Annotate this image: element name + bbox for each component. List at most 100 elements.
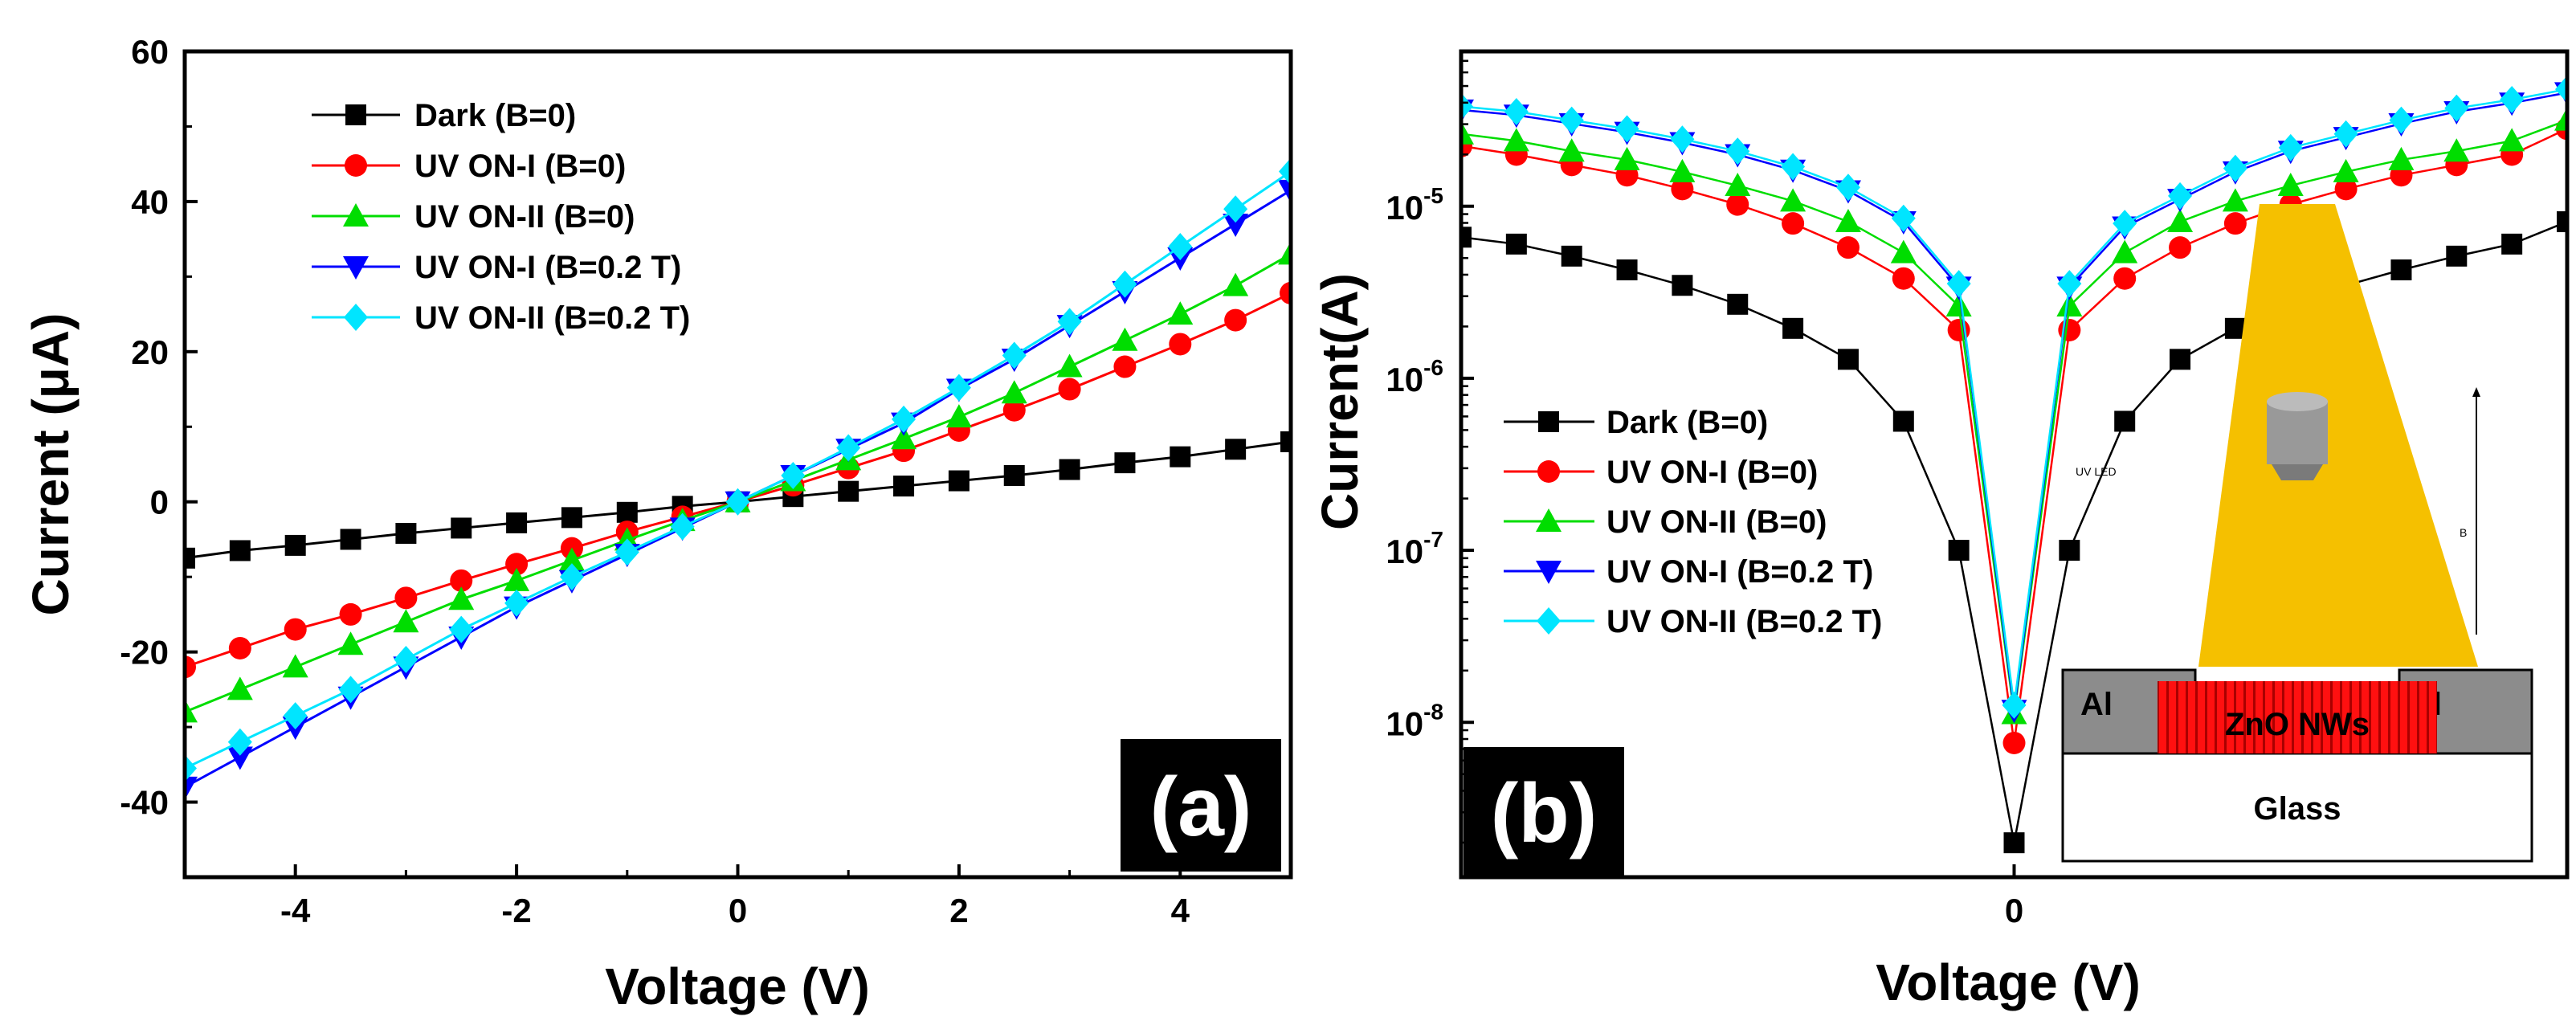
panel-a-point — [395, 522, 417, 544]
panel-b-point — [1946, 270, 1971, 298]
panel-a-point — [1223, 195, 1248, 223]
panel-a-point — [1167, 301, 1194, 325]
panel-a-point — [227, 676, 253, 700]
panel-a-point — [185, 699, 198, 723]
panel-b-point — [1782, 212, 1805, 235]
panel-a-point — [893, 476, 915, 497]
panel-a-point — [558, 547, 585, 571]
panel-b-point — [2390, 259, 2412, 280]
panel-b-legend-label: UV ON-I (B=0.2 T) — [1606, 554, 1873, 590]
panel-b-series-4 — [1461, 76, 2567, 719]
panel-a-point — [1112, 270, 1137, 298]
panel-b-point — [2168, 182, 2193, 210]
panel-b-point — [1892, 410, 1914, 432]
panel-b-xtick-label: 0 — [2005, 892, 2023, 929]
panel-a-point — [670, 512, 695, 541]
panel-a-legend-label: Dark (B=0) — [414, 98, 576, 133]
panel-b-legend-marker — [1536, 561, 1562, 584]
panel-b-point — [1505, 233, 1527, 255]
panel-b-point — [1461, 120, 1474, 145]
panel-b-point — [2223, 212, 2247, 235]
panel-a-point — [946, 374, 971, 402]
panel-a-point — [450, 569, 473, 592]
panel-a-point — [506, 512, 528, 533]
panel-a-point — [339, 602, 362, 626]
panel-a-point — [1112, 327, 1138, 351]
panel-b-point — [1615, 115, 1639, 143]
panel-a-point — [185, 776, 198, 800]
panel-a-point — [892, 405, 917, 433]
panel-b-point — [2169, 236, 2192, 259]
panel-a-point — [504, 567, 530, 591]
panel-a-point — [1056, 353, 1083, 378]
panel-a-point — [1002, 398, 1026, 422]
panel-a-point — [1224, 308, 1247, 332]
panel-a-point — [616, 501, 638, 523]
panel-a-point — [337, 631, 364, 655]
panel-a-point — [1002, 341, 1027, 370]
panel-b-point — [1669, 158, 1696, 182]
panel-b-legend-label: Dark (B=0) — [1606, 405, 1768, 440]
panel-b-point — [2389, 106, 2414, 134]
panel-b-point — [1461, 92, 1473, 120]
panel-a-point — [614, 538, 639, 566]
panel-b-legend-label: UV ON-I (B=0) — [1606, 455, 1818, 490]
panel-a-point — [948, 470, 970, 492]
panel-b-point — [2223, 154, 2247, 182]
panel-b-point — [1891, 204, 1916, 232]
glass-label: Glass — [2254, 791, 2341, 827]
panel-b-legend-marker — [1537, 607, 1561, 635]
panel-a-point — [227, 746, 253, 770]
uv-led-tip — [2272, 464, 2323, 480]
panel-a-point — [185, 754, 197, 782]
panel-b-point — [2113, 267, 2137, 290]
panel-b-point — [2555, 76, 2567, 104]
panel-b-point — [2334, 178, 2358, 201]
panel-b-point — [2002, 691, 2027, 719]
panel-b-point — [1892, 267, 1915, 290]
panel-a-label-box — [1121, 739, 1281, 872]
panel-a-point — [284, 534, 306, 556]
panel-b-series-0 — [1461, 211, 2567, 854]
panel-b-point — [2333, 120, 2358, 148]
panel-b-legend-marker — [1538, 411, 1559, 432]
device-schematic-inset: Glass Al Al ZnO NWs UV LED B — [2061, 204, 2533, 863]
panel-a-point — [561, 507, 582, 529]
panel-a-ytick-label: -40 — [120, 784, 169, 822]
panel-b-ytick-label: 10-6 — [1386, 355, 1443, 398]
panel-a-point — [1225, 439, 1247, 460]
panel-a-xtick-label: 0 — [729, 892, 747, 929]
panel-b-legend-label: UV ON-II (B=0.2 T) — [1606, 604, 1882, 639]
panel-a-point — [449, 615, 474, 643]
panel-a-point — [505, 553, 529, 576]
panel-a-ytick-label: 40 — [131, 183, 169, 221]
panel-a-point — [1059, 459, 1080, 480]
panel-b-point — [2057, 270, 2082, 298]
panel-b-point — [1945, 292, 1972, 316]
panel-b-label-box — [1464, 747, 1624, 876]
panel-b-point — [1890, 239, 1917, 263]
panel-a-series-1 — [185, 281, 1291, 679]
panel-a-point — [1223, 272, 1249, 296]
panel-a-point — [1114, 452, 1136, 474]
panel-a-point — [1001, 380, 1027, 404]
panel-a-point — [394, 586, 418, 610]
panel-b-point — [1727, 293, 1749, 315]
panel-b-point — [2059, 540, 2080, 561]
panel-a-legend-label: UV ON-I (B=0.2 T) — [414, 250, 681, 285]
panel-a-point — [1280, 431, 1291, 452]
panel-b-point — [1781, 153, 1806, 181]
panel-a-point — [1278, 241, 1291, 265]
panel-b-point — [2444, 94, 2469, 122]
panel-a-series-4 — [185, 157, 1291, 782]
panel-a-point — [1223, 213, 1249, 237]
panel-a-point — [448, 586, 475, 610]
panel-a-point — [559, 563, 584, 591]
panel-b-ylabel: Current(A) — [1311, 273, 1369, 530]
panel-a-point — [504, 589, 529, 617]
panel-b-point — [2114, 410, 2136, 432]
panel-b-point — [2167, 209, 2194, 233]
